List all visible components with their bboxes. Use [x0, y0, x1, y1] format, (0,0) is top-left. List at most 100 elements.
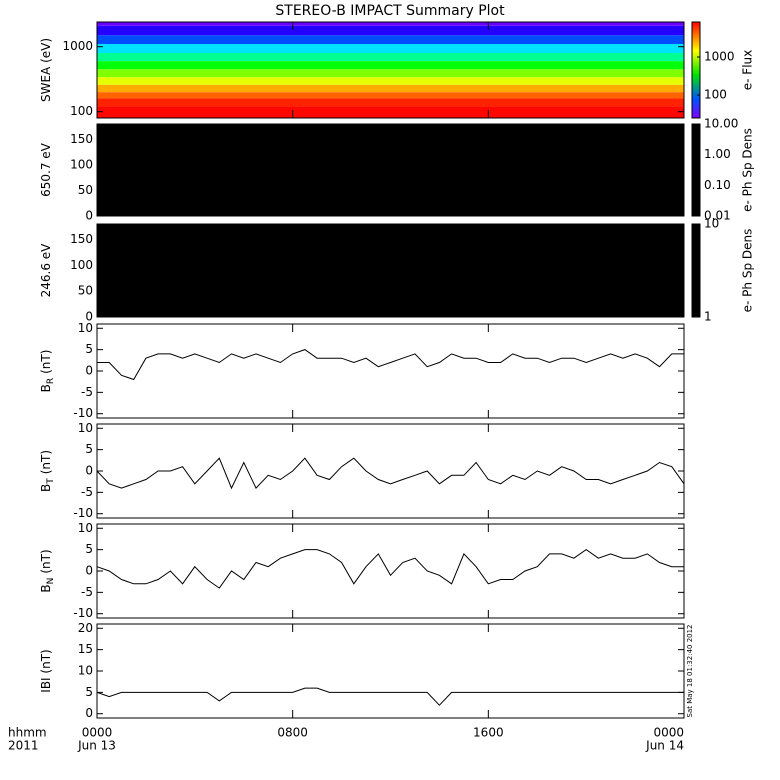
y-tick-label: 0	[85, 706, 93, 720]
y-axis-label-unit: (nT)	[39, 450, 53, 474]
plot-frame	[96, 21, 685, 119]
spectrogram-band	[97, 25, 684, 36]
y-tick-label: 5	[85, 685, 93, 699]
spectrogram-band	[97, 98, 684, 107]
y-axis-label-unit: (nT)	[39, 350, 53, 374]
y-tick-label: 0	[85, 209, 93, 223]
spectrogram-band	[97, 61, 684, 70]
field-line	[96, 457, 685, 490]
y-tick-label: 100	[70, 104, 93, 118]
phase-space-image	[97, 224, 684, 317]
y-tick-label: 15	[78, 642, 93, 656]
plot-frame	[96, 123, 685, 217]
y-tick-label: 150	[70, 232, 93, 246]
y-tick-label: -5	[81, 485, 93, 499]
y-tick-label: -10	[73, 406, 93, 420]
y-tick-label: 10	[78, 521, 93, 535]
y-tick-label: -10	[73, 506, 93, 520]
y-tick-label: 0	[85, 310, 93, 324]
spectrogram-band	[97, 69, 684, 78]
colorbar-label: e- Ph Sp Dens	[741, 229, 755, 313]
y-axis-label-sub: R	[46, 378, 56, 384]
y-axis-label: SWEA (eV)	[39, 38, 53, 102]
spectrogram-band	[97, 44, 684, 54]
y-tick-label: 5	[85, 542, 93, 556]
colorbar-tick-label: 10	[704, 217, 719, 231]
y-tick-label: 0	[85, 364, 93, 378]
y-axis-label-main: B	[39, 384, 53, 392]
y-tick-label: 50	[78, 284, 93, 298]
spectrogram-band	[97, 53, 684, 62]
colorbar-label: e- Ph Sp Dens	[741, 128, 755, 212]
y-axis-label-main: SWEA (eV)	[39, 38, 53, 102]
date-label: Jun 13	[77, 739, 116, 753]
y-axis-label: 246.6 eV	[39, 243, 53, 298]
y-axis-label-sub: T	[46, 478, 56, 485]
y-tick-label: -5	[81, 385, 93, 399]
spectrogram-band	[97, 84, 684, 93]
y-tick-label: 10	[78, 421, 93, 435]
date-label: Jun 14	[645, 739, 684, 753]
y-axis-label: IBI (nT)	[39, 649, 53, 692]
colorbar-tick-label: 1.00	[704, 147, 731, 161]
y-tick-label: -5	[81, 585, 93, 599]
y-tick-label: 10	[78, 664, 93, 678]
y-tick-label: 100	[70, 258, 93, 272]
colorbar-label: e- Flux	[741, 50, 755, 90]
colorbar	[691, 123, 701, 217]
plot-frame	[96, 523, 685, 619]
plot-frame	[96, 423, 685, 519]
field-line	[97, 349, 684, 381]
x-tick-label: 0800	[277, 726, 308, 740]
colorbar	[691, 223, 701, 318]
y-axis-label-sub: N	[46, 578, 56, 585]
spectrogram-band	[97, 35, 684, 45]
colorbar-tick-label: 0.10	[704, 178, 731, 192]
y-tick-label: 0	[85, 564, 93, 578]
time-axis-label: hhmm	[8, 726, 47, 740]
x-tick-label: 0000	[82, 726, 113, 740]
field-line	[96, 687, 684, 706]
y-axis-label-main: B	[39, 584, 53, 592]
y-tick-label: 100	[70, 157, 93, 171]
y-axis-label-unit: (nT)	[39, 549, 53, 573]
y-axis-label-main: B	[39, 484, 53, 492]
y-tick-label: 20	[78, 621, 93, 635]
colorbar-tick-label: 100	[704, 88, 727, 102]
colorbar-tick-label: 10.00	[704, 117, 738, 131]
y-tick-label: 1000	[62, 39, 93, 53]
spectrogram-band	[97, 92, 684, 99]
spectrogram-band	[97, 77, 684, 85]
y-tick-label: 5	[85, 342, 93, 356]
plot-frame	[96, 623, 685, 719]
chart-title: STEREO-B IMPACT Summary Plot	[275, 3, 505, 19]
colorbar	[691, 21, 701, 119]
y-tick-label: -10	[73, 606, 93, 620]
field-line	[96, 548, 684, 589]
phase-space-image	[97, 124, 684, 216]
plot-frame	[96, 323, 685, 419]
year-label: 2011	[8, 739, 39, 753]
y-tick-label: 10	[78, 321, 93, 335]
y-axis-label-main: 650.7 eV	[39, 142, 53, 197]
y-tick-label: 5	[85, 442, 93, 456]
x-tick-label: 0000	[653, 726, 684, 740]
y-axis-label: BR (nT)	[39, 350, 56, 393]
y-tick-label: 50	[78, 183, 93, 197]
y-axis-label: BN (nT)	[39, 549, 56, 592]
y-axis-label-main: IBI (nT)	[39, 649, 53, 692]
x-tick-label: 1600	[473, 726, 504, 740]
y-axis-label: 650.7 eV	[39, 142, 53, 197]
colorbar-tick-label: 1	[704, 310, 712, 324]
y-tick-label: 0	[85, 464, 93, 478]
colorbar-tick-label: 0.01	[704, 209, 731, 223]
y-axis-label: BT (nT)	[39, 450, 56, 492]
timestamp: Sat May 18 01:32:40 2012	[686, 624, 694, 717]
plot-frame	[96, 223, 685, 318]
colorbar-tick-label: 1000	[704, 49, 735, 63]
y-axis-label-main: 246.6 eV	[39, 243, 53, 298]
y-tick-label: 150	[70, 132, 93, 146]
spectrogram-band	[97, 22, 684, 26]
spectrogram-band	[97, 106, 684, 118]
